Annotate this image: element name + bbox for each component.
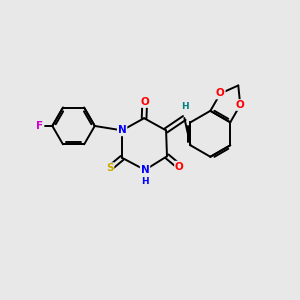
Text: H: H	[181, 102, 189, 111]
Text: N: N	[141, 165, 149, 175]
Text: O: O	[216, 88, 225, 98]
Text: O: O	[140, 97, 149, 107]
Text: O: O	[175, 162, 184, 172]
Text: N: N	[118, 125, 127, 135]
Text: S: S	[106, 163, 113, 173]
Text: F: F	[36, 121, 43, 131]
Text: O: O	[236, 100, 244, 110]
Text: H: H	[141, 177, 149, 186]
